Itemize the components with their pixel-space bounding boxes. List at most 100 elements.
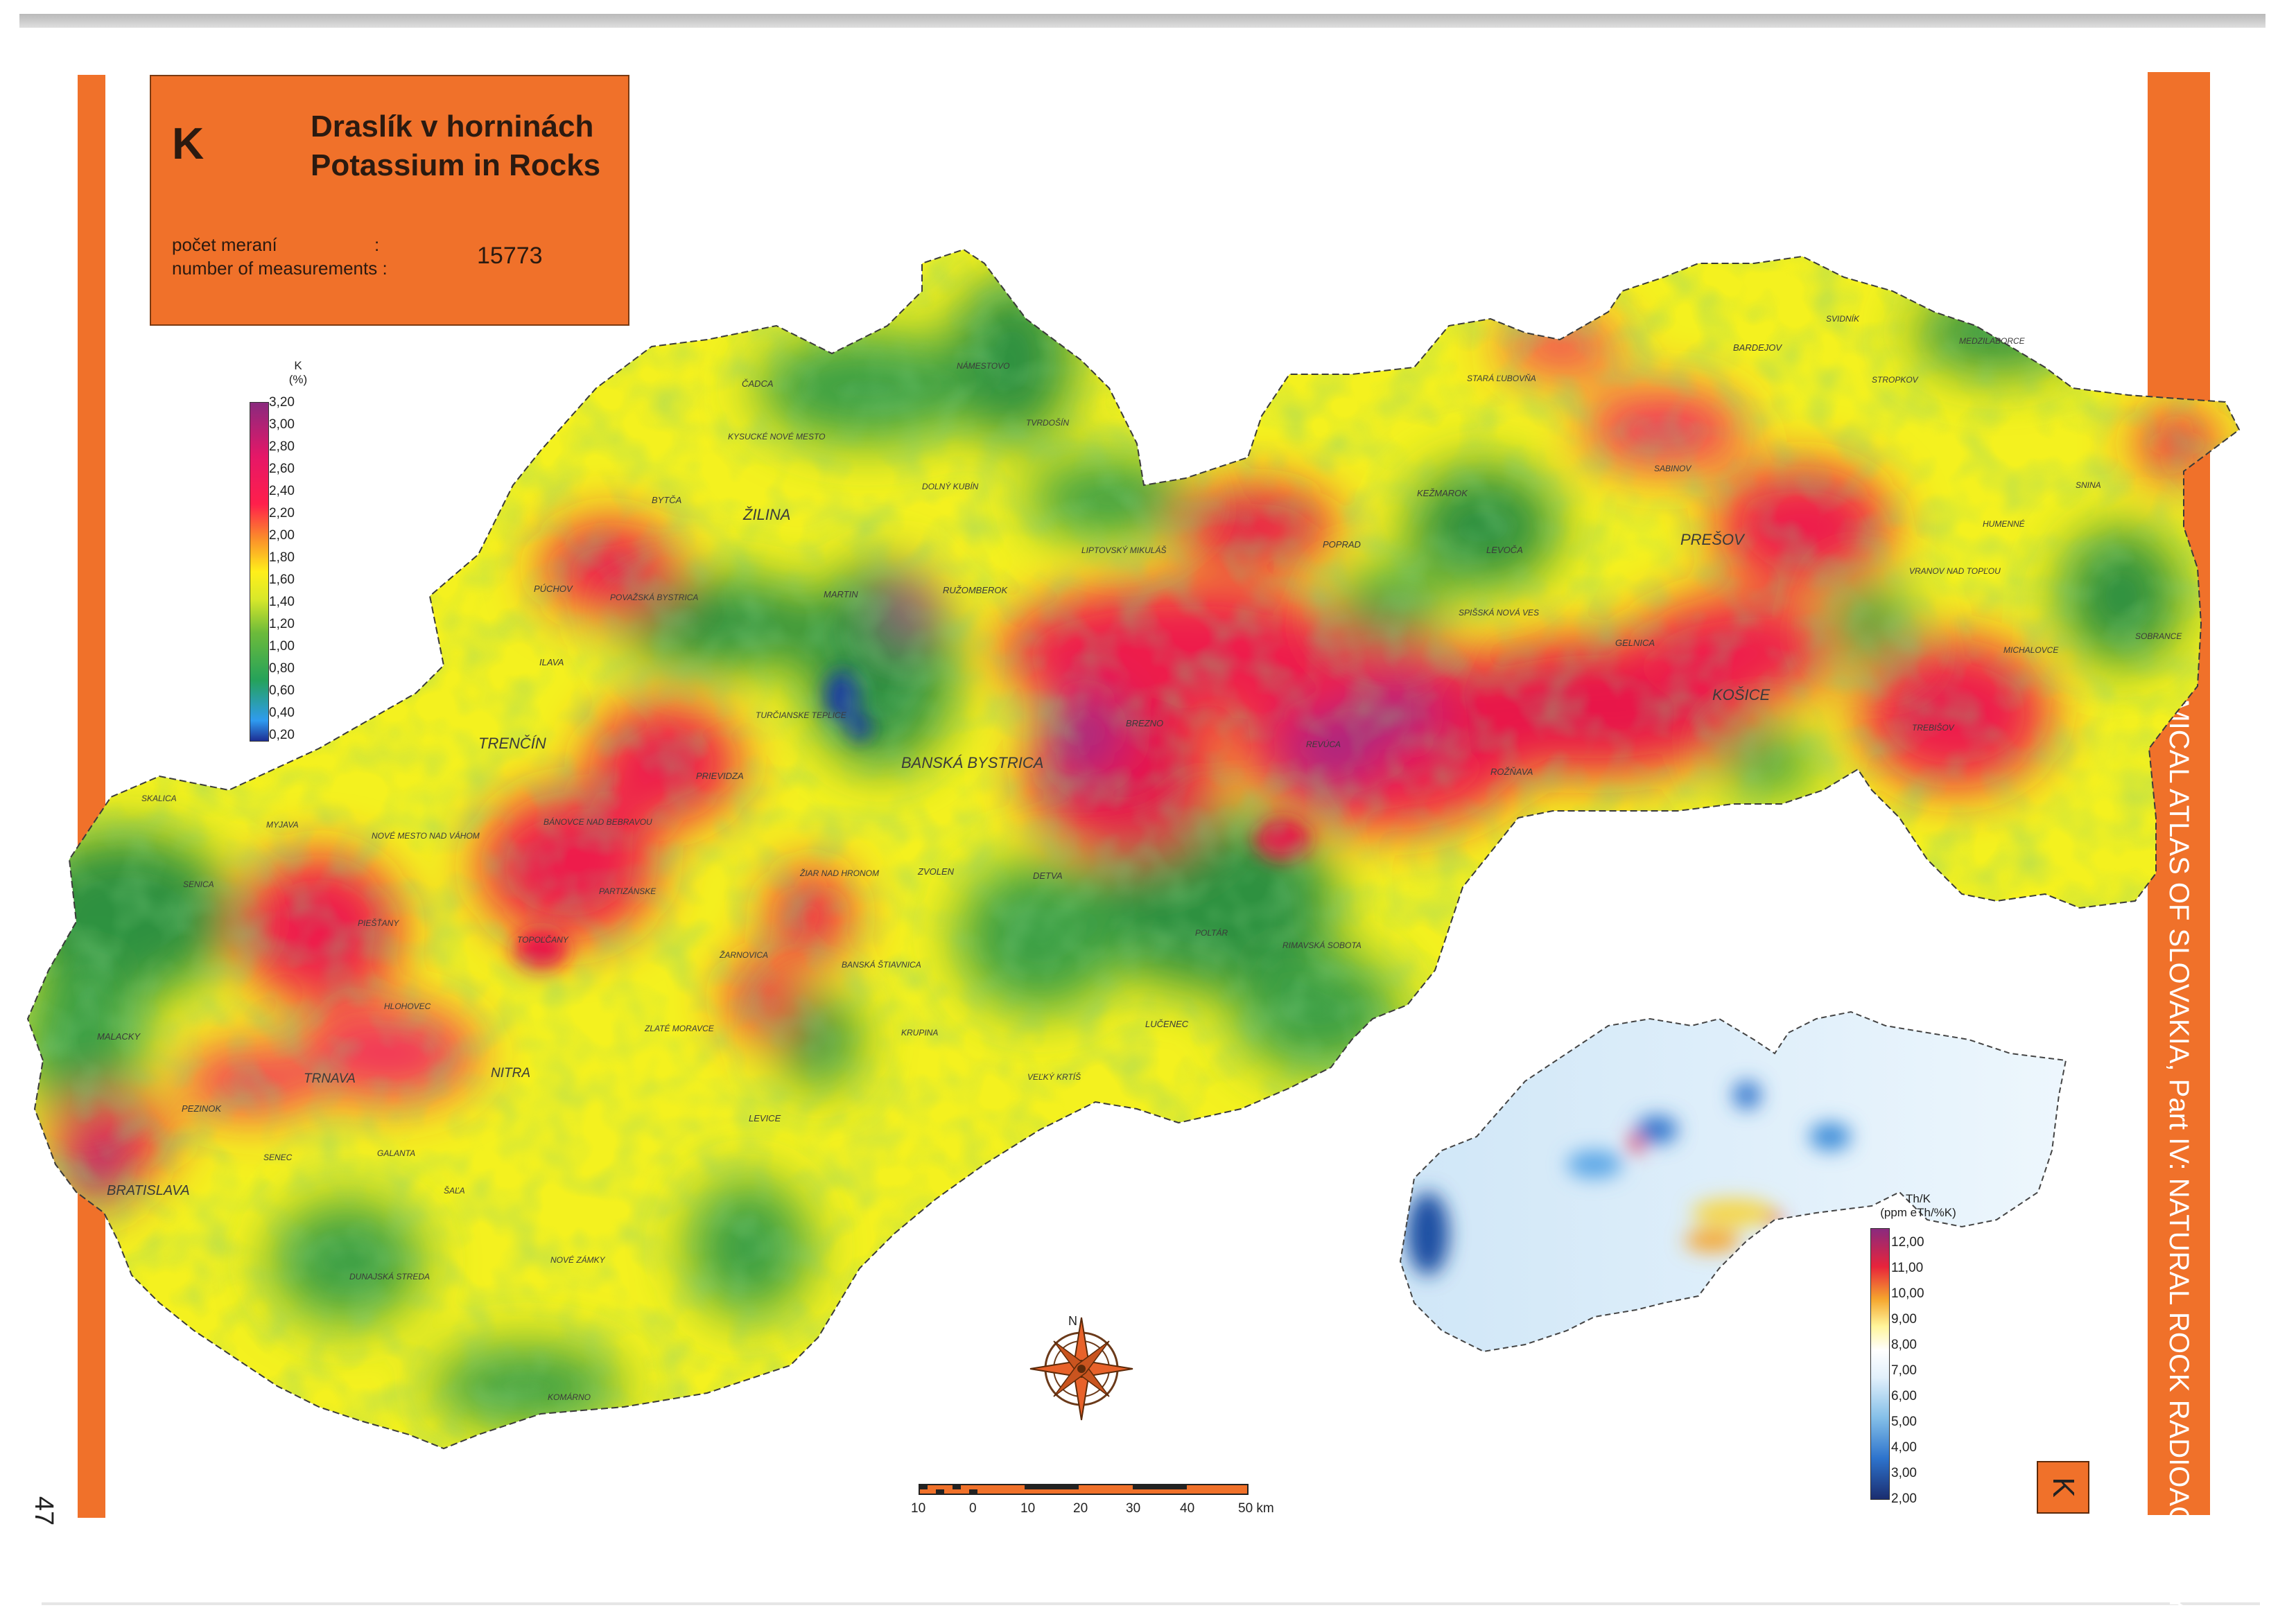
legend-tick: 1,80 bbox=[269, 550, 295, 565]
legend-tick: 0,20 bbox=[269, 728, 295, 742]
city-label: TURČIANSKE TEPLICE bbox=[756, 710, 847, 720]
city-label: ZLATÉ MORAVCE bbox=[644, 1023, 715, 1033]
element-badge: K bbox=[2037, 1461, 2089, 1514]
legend-tick: 4,00 bbox=[1891, 1440, 1917, 1455]
legend-tick: 0,80 bbox=[269, 661, 295, 676]
city-label: SENEC bbox=[263, 1153, 293, 1162]
city-label: STROPKOV bbox=[1872, 375, 1919, 385]
city-label: BARDEJOV bbox=[1733, 342, 1782, 353]
count-label-slovak: počet meraní bbox=[172, 234, 277, 255]
city-label: MEDZILABORCE bbox=[1959, 336, 2026, 346]
legend-tick: 1,20 bbox=[269, 617, 295, 631]
city-label: NOVÉ ZÁMKY bbox=[550, 1254, 606, 1265]
legend-tick: 1,40 bbox=[269, 595, 295, 609]
city-label: GALANTA bbox=[377, 1148, 415, 1158]
city-label: DETVA bbox=[1033, 870, 1063, 881]
legend-tick: 3,00 bbox=[269, 417, 295, 432]
legend-tick: 2,60 bbox=[269, 462, 295, 476]
scale-label: 50 km bbox=[1238, 1501, 1274, 1516]
top-rule bbox=[19, 14, 2265, 28]
city-label: SKALICA bbox=[141, 794, 177, 803]
city-label: ZVOLEN bbox=[917, 866, 955, 877]
scale-label: 10 bbox=[1020, 1501, 1036, 1516]
scale-label: 30 bbox=[1126, 1501, 1141, 1516]
legend-header: K bbox=[294, 359, 302, 372]
city-label: DUNAJSKÁ STREDA bbox=[349, 1271, 430, 1281]
city-label: VRANOV NAD TOPĽOU bbox=[1909, 566, 2001, 576]
city-label: TVRDOŠÍN bbox=[1026, 417, 1069, 428]
legend-tick: 2,00 bbox=[1891, 1491, 1917, 1506]
legend-unit: (%) bbox=[288, 373, 308, 386]
city-label: PÚCHOV bbox=[534, 584, 573, 594]
legend-tick: 1,00 bbox=[269, 639, 295, 654]
scale-label: 10 bbox=[911, 1501, 926, 1516]
legend-tick: 5,00 bbox=[1891, 1415, 1917, 1429]
legend-tick: 8,00 bbox=[1891, 1338, 1917, 1352]
city-label: BYTČA bbox=[652, 495, 681, 505]
city-label: GELNICA bbox=[1615, 638, 1655, 648]
legend-tick: 10,00 bbox=[1891, 1286, 1924, 1301]
thk-inset-map bbox=[1399, 1010, 2067, 1353]
city-label: SOBRANCE bbox=[2135, 631, 2182, 641]
scale-label: 0 bbox=[969, 1501, 977, 1516]
compass-rose-icon bbox=[1029, 1317, 1133, 1421]
city-label: STARÁ ĽUBOVŇA bbox=[1467, 373, 1536, 383]
city-label: PEZINOK bbox=[182, 1103, 222, 1114]
legend-tick: 6,00 bbox=[1891, 1389, 1917, 1403]
legend-tick: 12,00 bbox=[1891, 1235, 1924, 1250]
city-label: ROŽŇAVA bbox=[1490, 767, 1533, 777]
legend-tick: 3,20 bbox=[269, 395, 295, 410]
bottom-rule bbox=[42, 1602, 2260, 1605]
city-label: PIEŠŤANY bbox=[358, 918, 399, 928]
city-label: MYJAVA bbox=[266, 820, 299, 830]
city-label: NOVÉ MESTO NAD VÁHOM bbox=[372, 830, 480, 841]
legend-tick: 1,60 bbox=[269, 572, 295, 587]
city-label: KEŽMAROK bbox=[1417, 488, 1468, 498]
city-label: MARTIN bbox=[824, 589, 858, 600]
legend-tick: 9,00 bbox=[1891, 1312, 1917, 1327]
city-label: ŽARNOVICA bbox=[719, 949, 768, 960]
legend-header: Th/K bbox=[1906, 1192, 1931, 1205]
city-label: PARTIZÁNSKE bbox=[599, 886, 656, 896]
city-label: POLTÁR bbox=[1195, 927, 1228, 938]
thk-legend: Th/K (ppm eTh/%K) 12,00 11,00 10,00 9,00… bbox=[1866, 1192, 1970, 1525]
city-label: NÁMESTOVO bbox=[957, 360, 1009, 371]
city-labels: ČADCA KYSUCKÉ NOVÉ MESTO NÁMESTOVO TVRDO… bbox=[97, 313, 2182, 1402]
city-label: POPRAD bbox=[1323, 539, 1361, 550]
city-label: SPIŠSKÁ NOVÁ VES bbox=[1459, 607, 1539, 618]
legend-tick: 2,00 bbox=[269, 528, 295, 543]
city-label: SNINA bbox=[2076, 480, 2101, 490]
legend-tick: 0,40 bbox=[269, 706, 295, 720]
city-label: BRATISLAVA bbox=[107, 1183, 190, 1198]
city-label: PREŠOV bbox=[1680, 531, 1746, 548]
scale-bar bbox=[919, 1484, 1249, 1495]
city-label: MICHALOVCE bbox=[2003, 645, 2059, 655]
city-label: LIPTOVSKÝ MIKULÁŠ bbox=[1081, 545, 1167, 555]
city-label: KOŠICE bbox=[1712, 686, 1770, 703]
legend-tick: 2,20 bbox=[269, 506, 295, 520]
legend-tick: 11,00 bbox=[1891, 1261, 1924, 1275]
city-label: SABINOV bbox=[1654, 464, 1691, 473]
legend-unit: (ppm eTh/%K) bbox=[1880, 1206, 1956, 1219]
city-label: TOPOĽČANY bbox=[517, 934, 569, 945]
legend-tick: 2,80 bbox=[269, 439, 295, 454]
measurement-count: 15773 bbox=[477, 243, 543, 269]
legend-tick: 7,00 bbox=[1891, 1363, 1917, 1378]
city-label: BÁNOVCE NAD BEBRAVOU bbox=[543, 816, 652, 827]
city-label: HLOHOVEC bbox=[384, 1001, 431, 1011]
city-label: HUMENNÉ bbox=[1983, 518, 2026, 529]
city-label: KRUPINA bbox=[901, 1028, 938, 1038]
title-slovak: Draslík v horninách bbox=[311, 110, 594, 143]
city-label: VEĽKÝ KRTÍŠ bbox=[1027, 1071, 1081, 1082]
city-label: PRIEVIDZA bbox=[696, 771, 744, 781]
compass-north-label: N bbox=[1068, 1314, 1077, 1328]
left-margin-bar bbox=[78, 75, 105, 1518]
right-margin-bar bbox=[2148, 72, 2210, 1515]
city-label: REVÚCA bbox=[1306, 739, 1341, 749]
city-label: LUČENEC bbox=[1145, 1019, 1189, 1029]
title-english: Potassium in Rocks bbox=[311, 148, 601, 182]
potassium-legend: K (%) 3,20 3,00 2,80 2,60 2,40 2,20 2,00… bbox=[250, 359, 360, 754]
city-label: MALACKY bbox=[97, 1031, 141, 1042]
city-label: BREZNO bbox=[1126, 718, 1163, 728]
city-label: ILAVA bbox=[539, 657, 564, 667]
